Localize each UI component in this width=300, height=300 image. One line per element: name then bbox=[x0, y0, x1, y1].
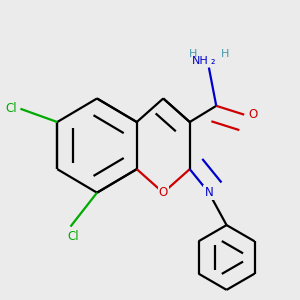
Text: Cl: Cl bbox=[68, 230, 79, 242]
Text: H: H bbox=[221, 49, 229, 59]
Text: Cl: Cl bbox=[6, 102, 17, 115]
Text: H: H bbox=[188, 49, 197, 59]
Text: O: O bbox=[159, 186, 168, 199]
Text: ₂: ₂ bbox=[210, 56, 215, 66]
Text: NH: NH bbox=[192, 56, 209, 66]
Text: O: O bbox=[248, 108, 258, 121]
Text: N: N bbox=[205, 186, 213, 199]
